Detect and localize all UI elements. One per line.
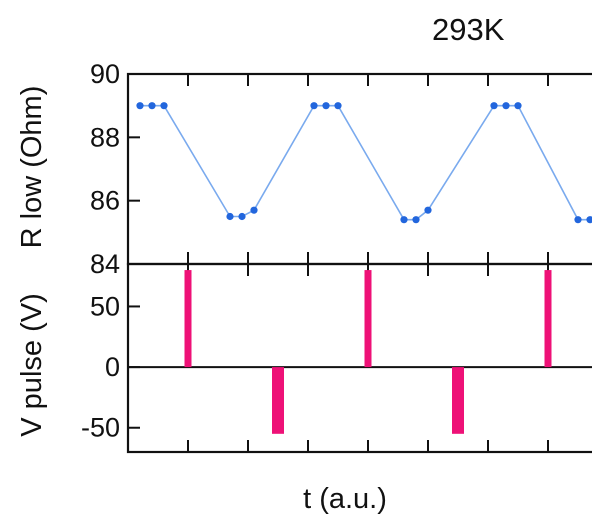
time-x-axis-title: t (a.u.) (303, 483, 387, 515)
resistance-point (574, 216, 582, 224)
resistance-point (424, 206, 432, 214)
voltage-pulses (184, 270, 552, 434)
resistance-point (322, 102, 330, 110)
resistance-point (136, 102, 144, 110)
voltage-y-axis-title: V pulse (V) (16, 293, 48, 436)
voltage-pulse-bar (544, 270, 552, 368)
resistance-point (586, 216, 592, 224)
voltage-panel: -50 0 50 V pulse (V) t (a.u.) (16, 262, 592, 515)
resistance-y-ticks: 84 86 88 90 (90, 59, 140, 279)
voltage-plot-frame (126, 262, 592, 454)
resistance-point (514, 102, 522, 110)
resistance-point (400, 216, 408, 224)
resistance-point (310, 102, 318, 110)
resistance-point (502, 102, 510, 110)
resistance-point (490, 102, 498, 110)
resistance-point (160, 102, 168, 110)
resistance-point (334, 102, 342, 110)
resistance-y-tick-label: 84 (90, 249, 120, 279)
resistance-point (238, 212, 246, 221)
resistance-x-ticks (187, 74, 549, 264)
resistance-plot-frame (126, 72, 592, 266)
resistance-point (148, 102, 156, 110)
resistance-y-tick-label: 88 (90, 122, 120, 152)
voltage-pulse-bar (272, 367, 284, 434)
resistance-line (140, 104, 592, 221)
temperature-annotation: 293K (432, 12, 505, 47)
resistance-panel: 84 86 88 90 R low (Ohm) (16, 59, 592, 279)
resistance-point (250, 206, 258, 214)
voltage-pulse-bar (452, 367, 464, 434)
voltage-y-tick-label: 50 (90, 291, 120, 321)
voltage-y-tick-label: -50 (81, 413, 120, 443)
voltage-pulse-bar (184, 270, 192, 368)
voltage-y-tick-label: 0 (105, 352, 120, 382)
resistance-y-tick-label: 90 (90, 59, 120, 89)
resistance-y-tick-label: 86 (90, 186, 120, 216)
voltage-pulse-bar (364, 270, 372, 368)
resistance-point (412, 216, 420, 224)
resistance-point (226, 212, 234, 221)
resistance-y-axis-title: R low (Ohm) (16, 86, 48, 249)
resistance-series (136, 102, 592, 224)
voltage-y-ticks: -50 0 50 (81, 291, 140, 443)
